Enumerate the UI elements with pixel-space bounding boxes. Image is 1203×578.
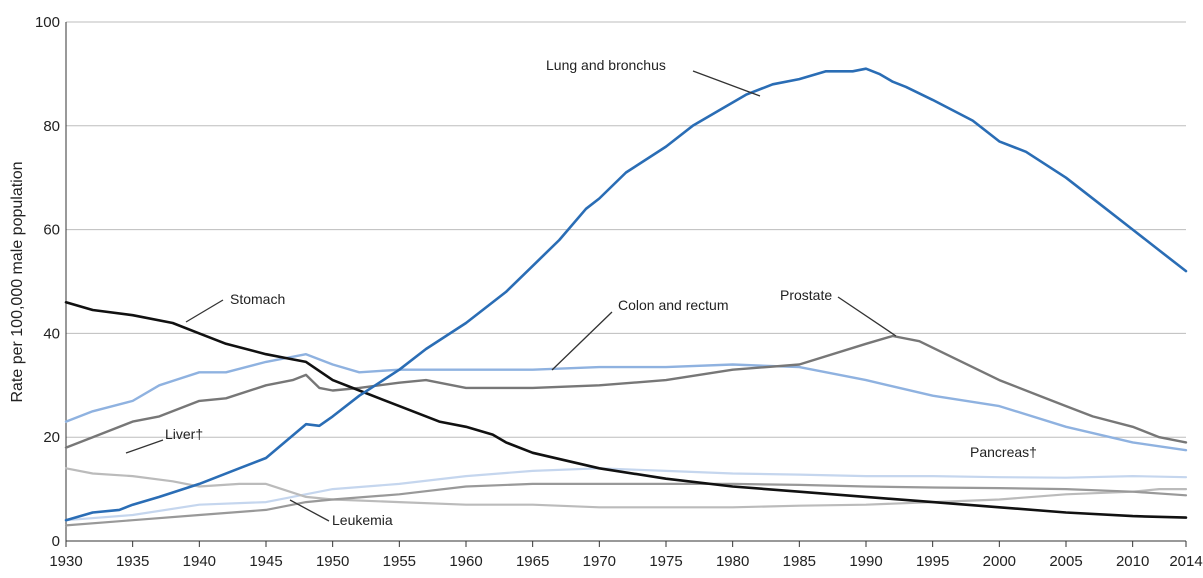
x-tick-label: 1970 bbox=[583, 553, 616, 570]
series-annotation-label: Leukemia bbox=[332, 512, 393, 528]
series-line-6 bbox=[64, 482, 1188, 527]
series-annotation-label: Colon and rectum bbox=[618, 297, 729, 313]
y-tick-label: 60 bbox=[43, 222, 60, 239]
series-annotation-label: Lung and bronchus bbox=[546, 57, 666, 73]
annotations: Lung and bronchus Stomach Colon and rectum… bbox=[165, 57, 1037, 528]
x-tick-label: 1955 bbox=[383, 553, 416, 570]
x-tick-label: 2000 bbox=[983, 553, 1016, 570]
x-tick-label: 1995 bbox=[916, 553, 949, 570]
series-annotation-label: Liver† bbox=[165, 426, 203, 442]
x-tick-labels: 1930 1935 1940 1945 1950 1955 1960 1965 1970 1975… bbox=[49, 553, 1202, 570]
series-lines bbox=[64, 67, 1188, 527]
y-tick-label: 20 bbox=[43, 429, 60, 446]
y-tick-label: 100 bbox=[35, 14, 60, 31]
x-tick-label: 1975 bbox=[649, 553, 682, 570]
x-tick-label: 2014 bbox=[1169, 553, 1202, 570]
annotation-leader-line bbox=[551, 311, 613, 371]
series-line-5 bbox=[64, 467, 1188, 509]
series-annotation-label: Stomach bbox=[230, 291, 285, 307]
series-annotation-label: Pancreas† bbox=[970, 444, 1037, 460]
gridlines bbox=[66, 21, 1186, 438]
x-tick-label: 1930 bbox=[49, 553, 82, 570]
x-tick-label: 1950 bbox=[316, 553, 349, 570]
y-axis-label: Rate per 100,000 male population bbox=[9, 161, 26, 402]
x-tick-label: 1965 bbox=[516, 553, 549, 570]
y-tick-label: 80 bbox=[43, 118, 60, 135]
series-line-2 bbox=[64, 353, 1188, 452]
series-line-4 bbox=[64, 467, 1188, 522]
y-tick-label: 40 bbox=[43, 325, 60, 342]
annotation-leader-line bbox=[289, 499, 330, 522]
x-tick-label: 1960 bbox=[449, 553, 482, 570]
annotation-leaders bbox=[125, 70, 897, 522]
annotation-leader-line bbox=[692, 70, 761, 97]
x-tick-label: 1945 bbox=[249, 553, 282, 570]
series-line-0 bbox=[64, 67, 1188, 522]
y-tick-labels: 0 20 40 60 80 100 bbox=[35, 14, 60, 550]
x-tick-label: 1940 bbox=[183, 553, 216, 570]
series-line-1 bbox=[64, 301, 1188, 519]
x-tick-label: 1985 bbox=[783, 553, 816, 570]
axes bbox=[65, 22, 1187, 547]
x-tick-label: 2005 bbox=[1049, 553, 1082, 570]
annotation-leader-line bbox=[185, 299, 224, 323]
y-tick-label: 0 bbox=[52, 533, 60, 550]
x-tick-label: 1935 bbox=[116, 553, 149, 570]
annotation-leader-line bbox=[837, 296, 897, 337]
annotation-leader-line bbox=[125, 439, 164, 454]
series-annotation-label: Prostate bbox=[780, 287, 832, 303]
x-tick-label: 2010 bbox=[1116, 553, 1149, 570]
x-tick-label: 1980 bbox=[716, 553, 749, 570]
series-line-3 bbox=[64, 334, 1188, 449]
x-tick-label: 1990 bbox=[849, 553, 882, 570]
